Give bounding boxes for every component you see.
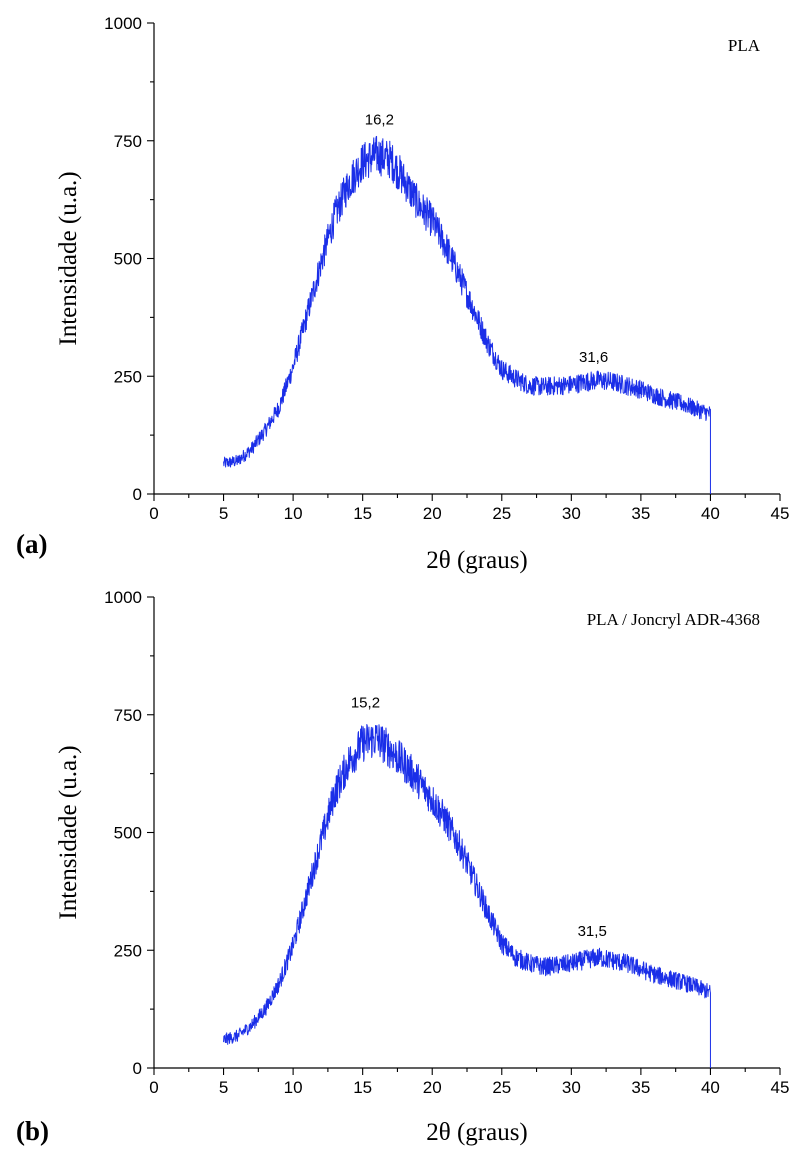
x-tick-label: 0 [149,504,158,523]
y-tick-label: 500 [114,250,142,269]
x-tick-label: 35 [631,504,650,523]
y-axis-title: Intensidade (u.a.) [55,171,82,345]
x-tick-label: 5 [219,504,228,523]
y-tick-label: 500 [114,824,142,843]
x-tick-label: 25 [492,504,511,523]
y-tick-label: 1000 [104,14,142,33]
xrd-series-line [223,724,711,1068]
x-tick-label: 30 [562,1078,581,1097]
x-tick-label: 30 [562,504,581,523]
x-tick-label: 15 [353,504,372,523]
legend-label: PLA / Joncryl ADR-4368 [587,610,760,629]
legend-label: PLA [728,36,761,55]
xrd-series-line [223,135,711,494]
x-tick-label: 10 [284,504,303,523]
x-tick-label: 10 [284,1078,303,1097]
x-axis-title: 2θ (graus) [426,1119,528,1146]
peak-label: 15,2 [351,695,380,712]
peak-label: 31,5 [578,923,607,940]
chart-panel-b: 0 5 10 15 20 25 30 35 40 45 0 250 500 750 1000 2θ (grau… [16,588,789,1146]
x-tick-label: 5 [219,1078,228,1097]
y-tick-label: 0 [133,485,142,504]
x-tick-label: 45 [771,504,790,523]
x-tick-label: 35 [631,1078,650,1097]
x-tick-label: 45 [771,1078,790,1097]
x-tick-label: 40 [701,504,720,523]
x-tick-label: 15 [353,1078,372,1097]
x-tick-label: 25 [492,1078,511,1097]
x-tick-label: 40 [701,1078,720,1097]
y-tick-label: 750 [114,132,142,151]
chart-panel-a: 0 5 10 15 20 25 30 35 40 45 0 250 500 750 1000 2θ (grau… [16,14,789,574]
y-axis-title: Intensidade (u.a.) [55,745,82,919]
x-tick-label: 20 [423,1078,442,1097]
y-tick-label: 1000 [104,588,142,607]
x-tick-label: 0 [149,1078,158,1097]
x-axis-title: 2θ (graus) [426,547,528,574]
panel-label: (b) [16,1116,49,1146]
peak-label: 31,6 [579,349,608,366]
y-tick-label: 0 [133,1059,142,1078]
y-tick-label: 750 [114,706,142,725]
y-tick-label: 250 [114,941,142,960]
panel-label: (a) [16,529,47,559]
x-tick-label: 20 [423,504,442,523]
peak-label: 16,2 [365,111,394,128]
y-tick-label: 250 [114,367,142,386]
